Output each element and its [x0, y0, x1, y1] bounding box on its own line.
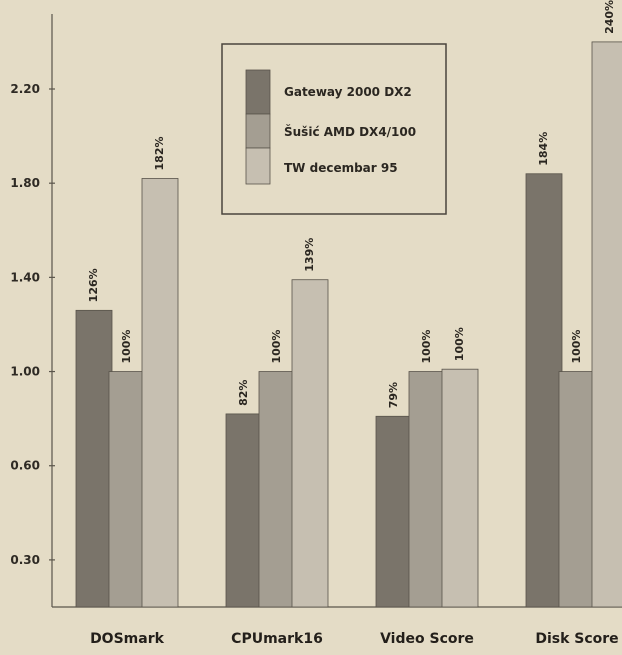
data-label: 100%: [120, 330, 133, 364]
bar: [291, 279, 329, 608]
bar: [225, 413, 263, 608]
bar: [108, 371, 146, 608]
bar: [75, 309, 113, 608]
bar: [525, 173, 563, 608]
bar: [408, 371, 446, 608]
data-label: 139%: [303, 238, 316, 272]
data-label: 100%: [270, 330, 283, 364]
legend-swatch-1: [245, 69, 271, 115]
legend-label-1: Gateway 2000 DX2: [284, 85, 412, 99]
category-label: Disk Score: [535, 631, 618, 647]
bar: [591, 41, 622, 608]
category-label: Video Score: [380, 631, 474, 647]
legend-swatch-3: [245, 147, 271, 185]
y-tick-label: 0.60: [10, 459, 40, 473]
y-tick-label: 2.20: [10, 82, 40, 96]
legend-swatch-2: [245, 113, 271, 149]
y-tick-label: 1.80: [10, 176, 40, 190]
data-label: 79%: [387, 382, 400, 408]
data-labels: 126% 100% 182% 82% 100% 139% 79% 100% 100% 184% 10…: [87, 0, 616, 408]
data-label: 184%: [537, 132, 550, 166]
data-label: 100%: [453, 327, 466, 361]
bar: [141, 178, 179, 608]
bar: [258, 371, 296, 608]
data-label: 82%: [237, 380, 250, 406]
legend-label-3: TW decembar 95: [284, 161, 398, 175]
legend-label-2: Šušić AMD DX4/100: [284, 124, 416, 139]
legend: Gateway 2000 DX2 Šušić AMD DX4/100 TW de…: [221, 43, 447, 215]
bar: [441, 368, 479, 608]
bars: [75, 41, 622, 608]
legend-box: [221, 43, 447, 215]
y-tick-label: 1.40: [10, 270, 40, 284]
y-tick-label: 1.00: [10, 365, 40, 379]
bar: [375, 415, 413, 608]
data-label: 100%: [420, 330, 433, 364]
y-tick-label: 0.30: [10, 553, 40, 567]
category-label: CPUmark16: [231, 631, 323, 647]
data-label: 182%: [153, 136, 166, 170]
data-label: 126%: [87, 268, 100, 302]
data-label: 240%: [603, 0, 616, 34]
bar: [558, 371, 596, 608]
data-label: 100%: [570, 330, 583, 364]
category-labels: DOSmark CPUmark16 Video Score Disk Score: [90, 631, 619, 647]
category-label: DOSmark: [90, 631, 165, 647]
y-tick-label: 2.60: [10, 0, 40, 2]
